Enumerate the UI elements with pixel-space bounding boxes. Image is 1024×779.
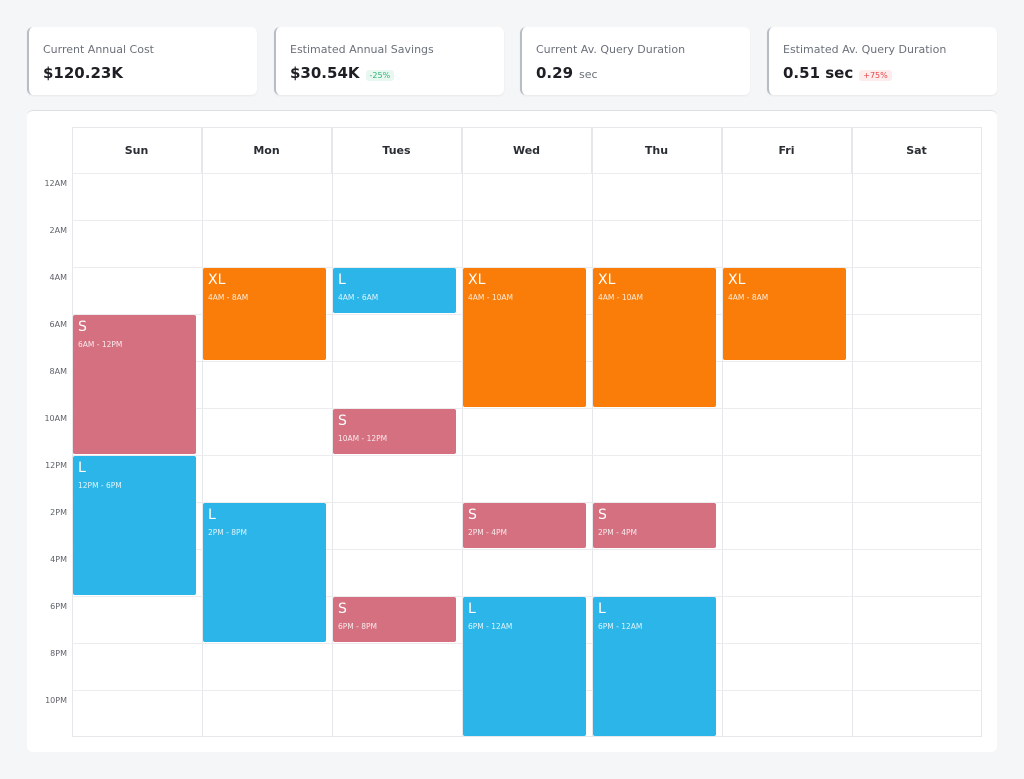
metric-label: Estimated Annual Savings — [290, 43, 434, 56]
schedule-event[interactable]: XL 4AM - 10AM — [463, 268, 586, 407]
event-size: L — [208, 507, 216, 523]
time-label: 12AM — [44, 179, 67, 188]
time-label: 12PM — [45, 461, 67, 470]
schedule-event[interactable]: S 2PM - 4PM — [463, 503, 586, 548]
column-divider — [592, 127, 593, 737]
time-label: 10AM — [44, 414, 67, 423]
event-time: 12PM - 6PM — [78, 481, 122, 490]
event-time: 4AM - 8AM — [728, 293, 769, 302]
event-size: L — [598, 601, 606, 617]
time-label: 2AM — [49, 226, 67, 235]
event-size: S — [338, 601, 347, 617]
metric-value: 0.51 sec — [783, 64, 854, 82]
event-size: XL — [728, 272, 746, 288]
metric-card: Current Annual Cost $120.23K — [27, 27, 257, 95]
schedule-event[interactable]: S 6AM - 12PM — [73, 315, 196, 454]
column-divider — [722, 127, 723, 737]
day-header-mon: Mon — [202, 127, 332, 173]
event-time: 6PM - 12AM — [468, 622, 513, 631]
row-divider — [72, 596, 982, 597]
event-time: 2PM - 4PM — [468, 528, 508, 537]
schedule-event[interactable]: S 2PM - 4PM — [593, 503, 716, 548]
row-divider — [72, 502, 982, 503]
change-badge: -25% — [365, 70, 395, 81]
column-divider — [852, 127, 853, 737]
event-time: 4AM - 8AM — [208, 293, 249, 302]
event-size: XL — [468, 272, 486, 288]
time-label: 4AM — [49, 273, 67, 282]
time-label: 6PM — [50, 602, 67, 611]
event-size: L — [78, 460, 86, 476]
metric-card: Estimated Annual Savings $30.54K -25% — [274, 27, 504, 95]
day-header-wed: Wed — [462, 127, 592, 173]
metric-label: Current Annual Cost — [43, 43, 154, 56]
metric-label: Estimated Av. Query Duration — [783, 43, 947, 56]
column-divider — [462, 127, 463, 737]
time-label: 2PM — [50, 508, 67, 517]
day-header-sun: Sun — [72, 127, 202, 173]
event-time: 4AM - 10AM — [468, 293, 513, 302]
event-size: S — [468, 507, 477, 523]
row-divider — [72, 267, 982, 268]
time-label: 8AM — [49, 367, 67, 376]
schedule-event[interactable]: XL 4AM - 10AM — [593, 268, 716, 407]
event-size: L — [468, 601, 476, 617]
event-size: S — [78, 319, 87, 335]
event-size: S — [338, 413, 347, 429]
day-header-fri: Fri — [722, 127, 852, 173]
event-time: 2PM - 8PM — [208, 528, 248, 537]
event-size: XL — [208, 272, 226, 288]
event-size: S — [598, 507, 607, 523]
weekly-calendar-grid — [72, 127, 982, 737]
schedule-event[interactable]: L 12PM - 6PM — [73, 456, 196, 595]
event-time: 10AM - 12PM — [338, 434, 388, 443]
event-size: XL — [598, 272, 616, 288]
row-divider — [72, 549, 982, 550]
event-time: 2PM - 4PM — [598, 528, 638, 537]
metric-card: Estimated Av. Query Duration 0.51 sec +75% — [767, 27, 997, 95]
row-divider — [72, 173, 982, 174]
schedule-event[interactable]: XL 4AM - 8AM — [723, 268, 846, 360]
event-time: 6PM - 8PM — [338, 622, 378, 631]
row-divider — [72, 408, 982, 409]
event-size: L — [338, 272, 346, 288]
schedule-event[interactable]: L 6PM - 12AM — [593, 597, 716, 736]
row-divider — [72, 220, 982, 221]
schedule-event[interactable]: S 6PM - 8PM — [333, 597, 456, 642]
metric-value: $30.54K — [290, 64, 360, 82]
column-divider — [332, 127, 333, 737]
event-time: 6PM - 12AM — [598, 622, 643, 631]
day-header-thu: Thu — [592, 127, 722, 173]
time-label: 6AM — [49, 320, 67, 329]
metric-unit: sec — [579, 68, 598, 81]
event-time: 6AM - 12PM — [78, 340, 123, 349]
metric-value: 0.29 — [536, 64, 574, 82]
schedule-event[interactable]: L 2PM - 8PM — [203, 503, 326, 642]
time-label: 10PM — [45, 696, 67, 705]
row-divider — [72, 455, 982, 456]
metric-card: Current Av. Query Duration 0.29 sec — [520, 27, 750, 95]
metric-label: Current Av. Query Duration — [536, 43, 686, 56]
day-header-tues: Tues — [332, 127, 462, 173]
schedule-event[interactable]: XL 4AM - 8AM — [203, 268, 326, 360]
metric-value: $120.23K — [43, 64, 123, 82]
schedule-event[interactable]: L 6PM - 12AM — [463, 597, 586, 736]
schedule-event[interactable]: L 4AM - 6AM — [333, 268, 456, 313]
time-label: 4PM — [50, 555, 67, 564]
event-time: 4AM - 6AM — [338, 293, 379, 302]
schedule-event[interactable]: S 10AM - 12PM — [333, 409, 456, 454]
column-divider — [202, 127, 203, 737]
event-time: 4AM - 10AM — [598, 293, 643, 302]
change-badge: +75% — [859, 70, 892, 81]
day-header-sat: Sat — [852, 127, 982, 173]
time-label: 8PM — [50, 649, 67, 658]
